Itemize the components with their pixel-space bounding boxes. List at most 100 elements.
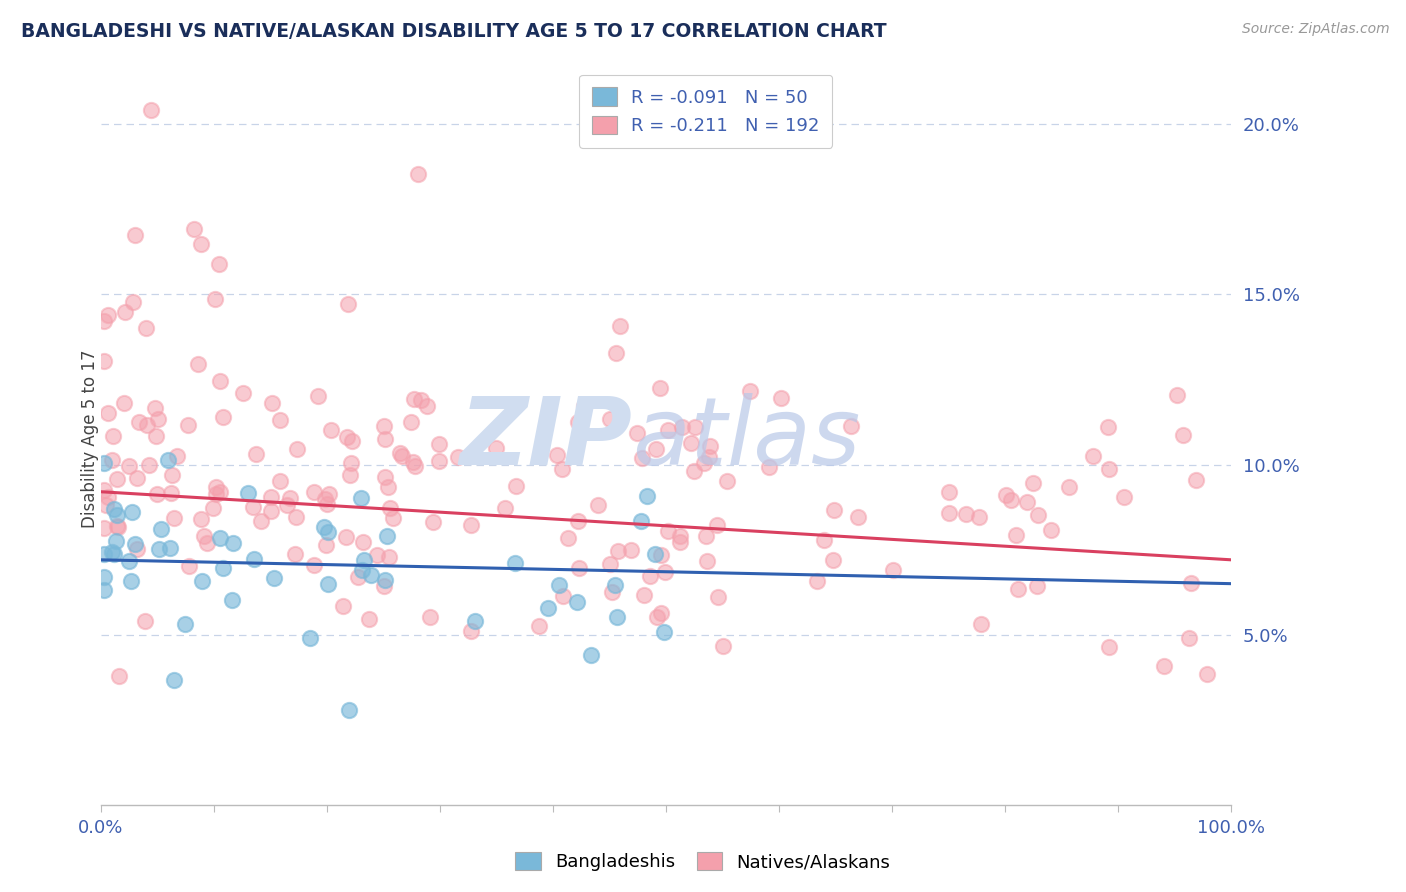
Point [97,309,120,323]
Point [146,487,169,501]
Point [93,521,115,535]
Point [404,459,426,474]
Legend: R = -0.091   N = 50, R = -0.211   N = 192: R = -0.091 N = 50, R = -0.211 N = 192 [579,75,832,148]
Point [195,536,218,550]
Point [174,616,197,631]
Point [626,426,648,441]
Point [813,533,835,547]
Point [337,296,360,310]
Point [839,418,862,433]
Point [1025,579,1047,593]
Point [302,484,325,499]
Point [146,412,169,426]
Point [416,400,439,414]
Point [374,432,396,446]
Point [579,648,602,662]
Point [156,452,179,467]
Point [1004,528,1026,542]
Text: Source: ZipAtlas.com: Source: ZipAtlas.com [1241,22,1389,37]
Point [332,599,354,613]
Point [404,392,426,407]
Point [125,541,148,556]
Point [236,486,259,500]
Point [124,537,146,551]
Point [657,524,679,539]
Point [375,528,398,542]
Point [1017,495,1039,509]
Point [357,611,380,625]
Point [93,314,115,328]
Point [319,423,342,437]
Point [337,703,360,717]
Point [201,500,224,515]
Point [160,486,183,500]
Point [1081,449,1104,463]
Point [758,460,780,475]
Point [706,590,728,604]
Point [620,542,643,557]
Point [599,558,621,572]
Point [211,561,233,575]
Point [120,574,142,588]
Point [101,545,124,559]
Point [339,468,361,483]
Point [1059,480,1081,494]
Point [716,474,738,488]
Point [557,531,579,545]
Point [806,574,828,588]
Point [738,384,761,399]
Point [605,609,627,624]
Point [683,464,706,478]
Point [409,392,432,407]
Point [209,531,232,545]
Point [269,413,291,427]
Point [232,385,254,400]
Point [105,508,128,522]
Point [588,498,610,512]
Point [242,500,264,515]
Point [599,412,621,426]
Point [302,558,325,573]
Point [527,619,550,633]
Point [373,419,395,434]
Point [427,437,450,451]
Point [1026,508,1049,523]
Point [148,541,170,556]
Point [208,257,231,271]
Point [401,415,423,429]
Point [121,505,143,519]
Point [205,487,228,501]
Point [105,518,128,533]
Point [1185,473,1208,487]
Point [93,570,115,584]
Text: BANGLADESHI VS NATIVE/ALASKAN DISABILITY AGE 5 TO 17 CORRELATION CHART: BANGLADESHI VS NATIVE/ALASKAN DISABILITY… [21,22,887,41]
Point [122,295,145,310]
Point [603,578,626,592]
Point [377,480,399,494]
Point [177,559,200,574]
Point [93,483,115,497]
Point [373,579,395,593]
Point [128,415,150,429]
Point [419,610,441,624]
Point [340,456,363,470]
Point [298,632,321,646]
Point [314,520,336,534]
Point [503,556,526,570]
Point [609,319,631,334]
Point [100,453,122,467]
Point [380,500,402,515]
Point [447,450,470,464]
Point [537,601,560,615]
Point [882,562,904,576]
Point [366,548,388,562]
Point [260,504,283,518]
Point [1177,631,1199,645]
Point [340,434,363,448]
Point [823,553,845,567]
Point [162,673,184,687]
Point [136,418,159,433]
Point [285,510,308,524]
Point [141,103,163,117]
Point [567,415,589,429]
